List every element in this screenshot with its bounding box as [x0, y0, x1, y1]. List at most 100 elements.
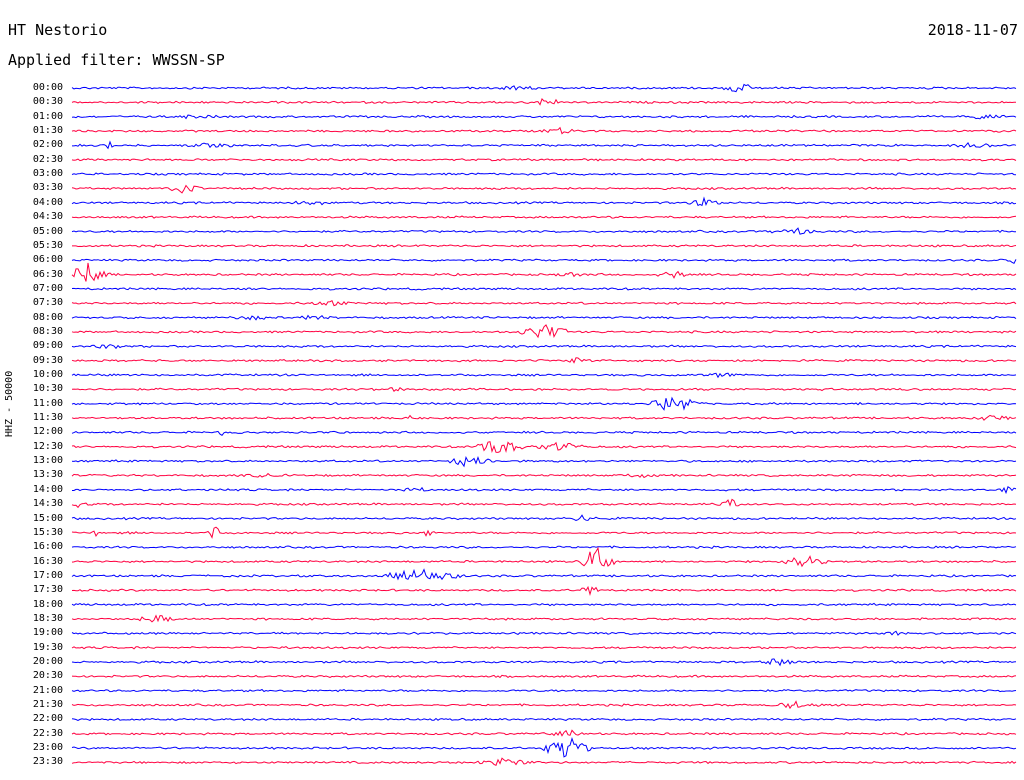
seismic-trace-0130	[71, 126, 1017, 135]
time-label: 13:00	[32, 455, 63, 467]
time-label: 11:00	[32, 397, 63, 409]
time-label: 15:30	[32, 526, 63, 538]
seismic-trace-2100	[71, 688, 1017, 693]
seismic-trace-1500	[71, 514, 1017, 521]
time-label: 10:30	[32, 383, 63, 395]
seismic-trace-1230	[71, 441, 1017, 454]
seismic-trace-0000	[71, 83, 1017, 93]
time-label: 19:00	[32, 627, 63, 639]
seismic-trace-1000	[71, 372, 1017, 379]
time-label: 14:00	[32, 483, 63, 495]
seismic-trace-2030	[71, 674, 1017, 679]
seismic-trace-0830	[71, 324, 1017, 339]
seismic-trace-1730	[71, 585, 1017, 597]
time-label: 17:00	[32, 569, 63, 581]
time-label: 12:00	[32, 426, 63, 438]
time-label: 00:30	[32, 96, 63, 108]
seismic-trace-0330	[71, 184, 1017, 194]
record-date: 2018-11-07	[927, 21, 1018, 39]
station-name: HT Nestorio	[8, 21, 108, 39]
seismic-trace-1200	[71, 430, 1017, 436]
time-label: 03:00	[32, 168, 63, 180]
seismic-trace-1530	[71, 526, 1017, 539]
time-label: 06:00	[32, 254, 63, 266]
seismic-trace-1100	[71, 396, 1017, 411]
time-label: 13:30	[32, 469, 63, 481]
time-label: 20:30	[32, 670, 63, 682]
time-label: 19:30	[32, 641, 63, 653]
filter-label: Applied filter: WWSSN-SP	[8, 51, 225, 69]
seismic-trace-1330	[71, 472, 1017, 479]
seismic-trace-2330	[71, 757, 1017, 766]
time-label: 23:00	[32, 742, 63, 754]
time-label: 07:30	[32, 297, 63, 309]
seismic-trace-0630	[71, 262, 1017, 282]
time-label: 16:00	[32, 541, 63, 553]
time-label: 15:00	[32, 512, 63, 524]
seismic-trace-0030	[71, 97, 1017, 106]
seismic-trace-1430	[71, 498, 1017, 509]
time-label: 00:00	[32, 82, 63, 93]
seismic-trace-1130	[71, 414, 1017, 421]
time-label: 08:00	[32, 311, 63, 323]
seismic-trace-2130	[71, 700, 1017, 710]
time-label: 04:00	[32, 196, 63, 208]
time-label: 04:30	[32, 211, 63, 223]
time-label: 22:30	[32, 727, 63, 739]
seismic-trace-1700	[71, 568, 1017, 581]
time-label: 18:00	[32, 598, 63, 610]
seismic-trace-2200	[71, 717, 1017, 722]
seismic-trace-0700	[71, 287, 1017, 291]
seismic-trace-1300	[71, 455, 1017, 468]
time-label: 21:00	[32, 684, 63, 696]
time-label: 10:00	[32, 369, 63, 380]
time-label: 11:30	[32, 412, 63, 424]
time-label: 17:30	[32, 584, 63, 596]
seismic-trace-1400	[72, 486, 1017, 495]
time-label: 05:00	[32, 225, 63, 237]
seismic-trace-0600	[71, 258, 1017, 264]
time-label: 23:30	[32, 756, 63, 768]
seismic-trace-0300	[71, 172, 1017, 176]
seismic-trace-1630	[71, 546, 1017, 568]
time-label: 02:00	[32, 139, 63, 151]
seismic-trace-0100	[71, 113, 1017, 120]
seismic-trace-1830	[71, 614, 1017, 623]
seismic-trace-0500	[71, 227, 1016, 235]
seismic-trace-0930	[71, 357, 1017, 364]
time-label: 12:30	[32, 440, 63, 452]
time-label: 14:30	[32, 498, 63, 510]
time-label: 09:30	[32, 354, 63, 366]
seismic-trace-0900	[71, 344, 1017, 350]
seismic-trace-1800	[71, 602, 1017, 607]
seismic-trace-1600	[71, 545, 1017, 549]
time-label: 07:00	[32, 282, 63, 294]
seismic-trace-2000	[71, 658, 1017, 667]
seismic-trace-0730	[71, 300, 1017, 307]
time-label: 05:30	[32, 239, 63, 251]
seismic-trace-2230	[71, 729, 1017, 737]
time-label: 09:00	[32, 340, 63, 352]
time-label: 22:00	[32, 713, 63, 725]
seismic-trace-1900	[71, 630, 1017, 636]
time-label: 01:30	[32, 125, 63, 137]
time-label: 02:30	[32, 153, 63, 165]
seismic-trace-0400	[71, 196, 1017, 207]
time-label: 16:30	[32, 555, 63, 567]
time-label: 20:00	[32, 656, 63, 667]
seismic-trace-1930	[71, 646, 1017, 650]
seismic-trace-0430	[71, 215, 1017, 219]
seismic-trace-0530	[72, 244, 1017, 248]
seismic-trace-0230	[71, 158, 1017, 162]
time-label: 03:30	[32, 182, 63, 194]
time-label: 01:00	[32, 110, 63, 122]
time-label: 06:30	[32, 268, 63, 280]
time-label: 08:30	[32, 325, 63, 337]
seismic-trace-0800	[71, 314, 1017, 321]
time-label: 21:30	[32, 699, 63, 711]
seismic-trace-0200	[72, 140, 1017, 150]
seismic-trace-1030	[71, 386, 1017, 392]
time-label: 18:30	[32, 612, 63, 624]
seismic-trace-2300	[71, 736, 1017, 758]
